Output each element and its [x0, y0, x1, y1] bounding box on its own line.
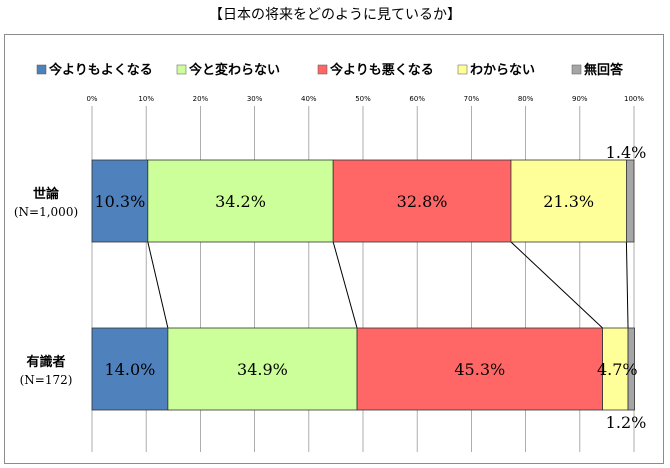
legend: 今よりもよくなる 今と変わらない 今よりも悪くなる わからない 無回答 [36, 62, 624, 78]
legend-label-3: わからない [470, 63, 535, 78]
data-label-0-2: 32.8% [397, 192, 448, 211]
data-label-0-0: 10.3% [94, 192, 145, 211]
data-labels: 10.3% 34.2% 32.8% 21.3% 1.4% 14.0% 34.9% 45.3% 4… [94, 143, 646, 432]
x-tick-label-0: 0% [86, 95, 97, 103]
chart-title: 【日本の将来をどのように見ているか】 [209, 7, 461, 23]
category-sublabel-0: (N=1,000) [14, 205, 78, 219]
series-connectors [147, 241, 629, 329]
x-tick-label-4: 40% [301, 95, 317, 103]
legend-swatch-2 [317, 64, 328, 75]
legend-swatch-3 [457, 64, 468, 75]
chart-frame [4, 34, 664, 464]
x-tick-label-8: 80% [518, 95, 534, 103]
bar-0-2 [332, 159, 512, 243]
legend-label-4: 無回答 [584, 62, 624, 78]
connector-3 [625, 241, 629, 329]
data-label-1-0: 14.0% [105, 360, 156, 379]
category-sublabel-1: (N=172) [20, 373, 73, 387]
bar-1-2 [356, 327, 603, 411]
x-tick-label-10: 100% [624, 95, 644, 103]
data-label-0-1: 34.2% [215, 192, 266, 211]
connector-2 [510, 241, 603, 329]
legend-swatch-0 [36, 64, 47, 75]
bars [91, 159, 635, 411]
category-label-1: 有識者 [26, 354, 65, 370]
legend-swatch-4 [571, 64, 582, 75]
category-labels: 世論 (N=1,000) 有識者 (N=172) [14, 186, 78, 387]
x-tick-label-6: 60% [409, 95, 425, 103]
legend-label-0: 今よりもよくなる [48, 62, 153, 78]
connector-0 [147, 241, 169, 329]
legend-label-2: 今よりも悪くなる [329, 62, 434, 78]
x-axis-ticks: 0% 10% 20% 30% 40% 50% 60% 70% 80% 90% 100% [86, 95, 644, 103]
x-tick-label-7: 70% [464, 95, 480, 103]
x-tick-label-2: 20% [193, 95, 209, 103]
data-label-0-3: 21.3% [543, 192, 594, 211]
bar-0-4 [626, 159, 635, 243]
bar-1-4 [627, 327, 635, 411]
x-tick-label-1: 10% [138, 95, 154, 103]
data-label-1-1: 34.9% [237, 360, 288, 379]
legend-swatch-1 [176, 64, 187, 75]
connector-1 [332, 241, 358, 329]
bar-1-1 [167, 327, 358, 411]
data-label-1-2: 45.3% [454, 360, 505, 379]
data-label-1-3: 4.7% [597, 360, 638, 379]
x-tick-label-5: 50% [355, 95, 371, 103]
legend-label-1: 今と変わらない [188, 62, 280, 78]
data-label-1-4: 1.2% [606, 413, 647, 432]
category-label-0: 世論 [33, 186, 60, 202]
x-tick-label-9: 90% [572, 95, 588, 103]
x-tick-label-3: 30% [247, 95, 263, 103]
data-label-0-4: 1.4% [606, 143, 647, 162]
